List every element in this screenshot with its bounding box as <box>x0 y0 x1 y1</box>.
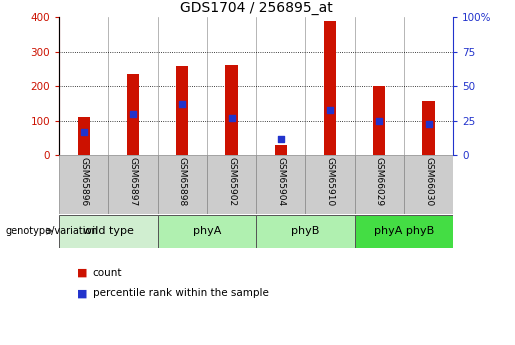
Bar <box>59 155 109 214</box>
Point <box>129 111 137 117</box>
Point <box>375 118 384 124</box>
Bar <box>404 155 453 214</box>
Text: wild type: wild type <box>83 226 134 236</box>
Text: phyB: phyB <box>291 226 320 236</box>
Point <box>80 129 88 135</box>
Bar <box>78 117 90 155</box>
Point <box>326 107 334 112</box>
Text: ■: ■ <box>77 288 88 298</box>
Text: count: count <box>93 268 122 277</box>
Bar <box>355 155 404 214</box>
Bar <box>158 215 256 248</box>
Point <box>228 115 236 121</box>
Bar <box>256 215 355 248</box>
Bar <box>256 155 305 214</box>
Text: GSM66029: GSM66029 <box>375 157 384 206</box>
Bar <box>207 155 256 214</box>
Bar <box>373 86 386 155</box>
Text: percentile rank within the sample: percentile rank within the sample <box>93 288 269 298</box>
Bar <box>422 101 435 155</box>
Point <box>424 121 433 126</box>
Text: phyA phyB: phyA phyB <box>374 226 434 236</box>
Text: phyA: phyA <box>193 226 221 236</box>
Bar <box>59 215 158 248</box>
Text: ■: ■ <box>77 268 88 277</box>
Bar <box>176 66 188 155</box>
Text: GSM65910: GSM65910 <box>325 157 335 206</box>
Bar <box>226 65 238 155</box>
Title: GDS1704 / 256895_at: GDS1704 / 256895_at <box>180 1 333 15</box>
Point <box>178 101 186 107</box>
Bar <box>109 155 158 214</box>
Bar <box>324 21 336 155</box>
Bar <box>274 145 287 155</box>
Text: GSM66030: GSM66030 <box>424 157 433 206</box>
Text: GSM65904: GSM65904 <box>277 157 285 206</box>
Bar <box>355 215 453 248</box>
Bar <box>127 74 139 155</box>
Bar <box>305 155 355 214</box>
Bar <box>158 155 207 214</box>
Text: GSM65902: GSM65902 <box>227 157 236 206</box>
Text: genotype/variation: genotype/variation <box>5 226 98 236</box>
Text: GSM65898: GSM65898 <box>178 157 187 206</box>
Text: GSM65897: GSM65897 <box>129 157 138 206</box>
Text: GSM65896: GSM65896 <box>79 157 89 206</box>
Point <box>277 136 285 141</box>
